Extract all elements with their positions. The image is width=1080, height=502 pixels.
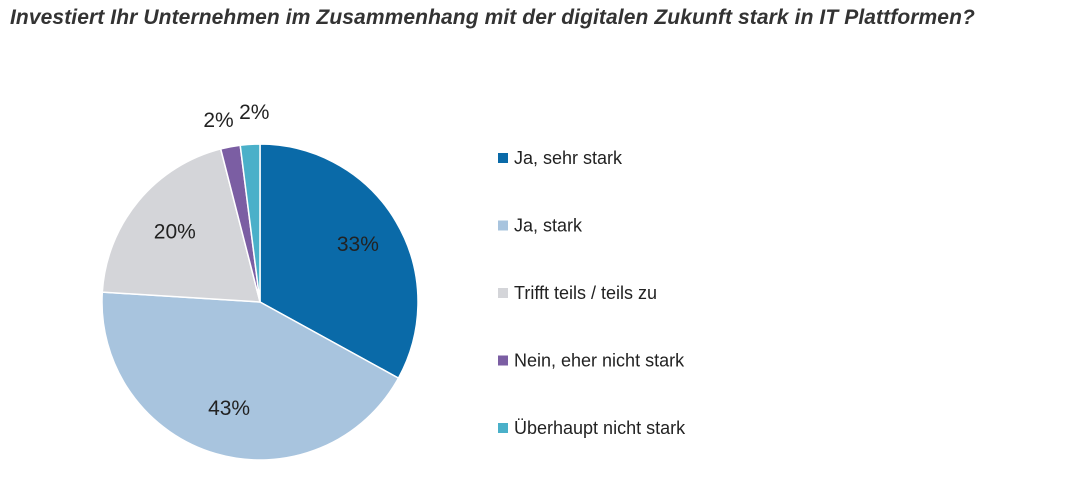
pie-slice-1 [259,143,419,380]
legend-swatch-1 [498,153,508,163]
pie-label-3: 20% [154,221,196,244]
legend-label-1: Ja, sehr stark [514,148,623,168]
legend-swatch-4 [498,355,508,366]
chart-title: Investiert Ihr Unternehmen im Zusammenha… [10,6,975,29]
pie-label-1: 33% [337,233,379,256]
pie-slices [101,143,419,461]
pie-label-4: 2% [203,109,233,132]
pie-slice-5 [239,143,261,303]
legend-label-2: Ja, stark [514,216,583,236]
legend-swatch-2 [498,220,508,231]
legend-swatch-5 [498,423,508,433]
pie-slice-3 [101,148,261,303]
pie-label-5: 2% [239,101,269,124]
legend-label-4: Nein, eher nicht stark [514,351,685,371]
legend-swatch-3 [498,288,508,298]
legend-label-5: Überhaupt nicht stark [514,418,686,438]
pie-labels: 33% 43% 20% 2% 2% [154,101,379,420]
legend-label-3: Trifft teils / teils zu [514,283,657,303]
legend: Ja, sehr stark Ja, stark Trifft teils / te… [498,148,686,438]
pie-label-2: 43% [208,397,250,420]
pie-slice-2 [101,291,400,461]
